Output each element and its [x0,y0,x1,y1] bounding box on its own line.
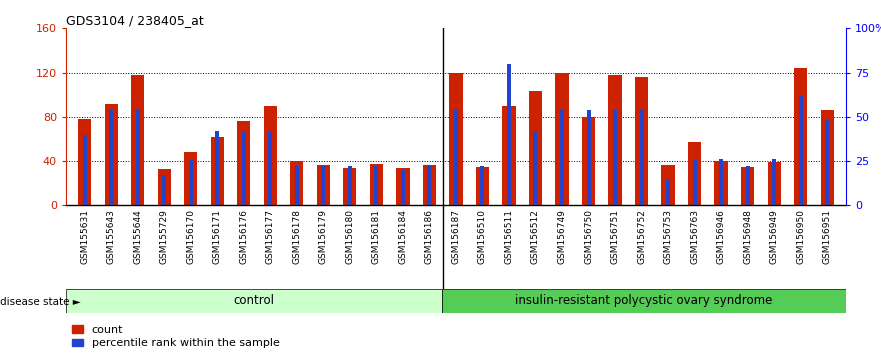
Text: disease state ►: disease state ► [0,297,81,307]
Bar [295,166,299,205]
Text: GSM156170: GSM156170 [186,210,196,264]
Text: GSM156187: GSM156187 [451,210,461,264]
Text: GSM156751: GSM156751 [611,210,619,264]
Text: GSM156186: GSM156186 [425,210,434,264]
Bar [767,162,781,205]
Bar [158,169,171,205]
Text: control: control [233,295,275,307]
Bar [449,73,463,205]
Bar [396,168,410,205]
Bar [635,77,648,205]
Text: GSM156511: GSM156511 [505,210,514,264]
Bar [109,110,113,205]
Bar [290,161,303,205]
Bar [688,142,701,205]
Text: GSM155631: GSM155631 [80,210,89,264]
Text: GSM156951: GSM156951 [823,210,832,264]
Bar [189,159,193,205]
Bar [476,167,489,205]
Bar [131,75,144,205]
Text: GSM156171: GSM156171 [212,210,222,264]
Bar [344,168,357,205]
Text: GSM156181: GSM156181 [372,210,381,264]
Bar [348,166,352,205]
Bar [502,106,515,205]
Bar [719,159,723,205]
Text: GSM156512: GSM156512 [531,210,540,264]
Bar [215,131,219,205]
Bar [454,110,458,205]
Text: insulin-resistant polycystic ovary syndrome: insulin-resistant polycystic ovary syndr… [515,295,773,307]
Bar [316,166,330,205]
Bar [401,170,405,205]
Bar [825,120,829,205]
Bar [184,152,197,205]
Bar [427,166,432,205]
Bar [581,117,596,205]
Bar [211,137,224,205]
Text: GSM155729: GSM155729 [159,210,168,264]
Bar [799,96,803,205]
Bar [237,121,250,205]
Bar [692,159,697,205]
Text: GSM156177: GSM156177 [266,210,275,264]
Text: GSM156184: GSM156184 [398,210,407,264]
Text: GSM156176: GSM156176 [240,210,248,264]
Bar [714,161,728,205]
FancyBboxPatch shape [442,289,846,313]
Bar [105,104,118,205]
Bar [269,131,272,205]
Text: GSM155644: GSM155644 [133,210,142,264]
Bar [534,131,537,205]
Bar [820,110,833,205]
Text: GSM156749: GSM156749 [558,210,566,264]
Bar [666,179,670,205]
Legend: count, percentile rank within the sample: count, percentile rank within the sample [71,325,279,348]
Text: GDS3104 / 238405_at: GDS3104 / 238405_at [66,14,204,27]
Text: GSM156948: GSM156948 [744,210,752,264]
Bar [507,64,511,205]
Text: GSM156753: GSM156753 [663,210,672,264]
Text: GSM156180: GSM156180 [345,210,354,264]
Text: GSM156510: GSM156510 [478,210,487,264]
Text: GSM156950: GSM156950 [796,210,805,264]
Bar [662,166,675,205]
Bar [613,110,617,205]
Text: GSM156750: GSM156750 [584,210,593,264]
FancyBboxPatch shape [66,289,442,313]
Bar [794,68,807,205]
Text: GSM156763: GSM156763 [690,210,700,264]
Text: GSM156179: GSM156179 [319,210,328,264]
Bar [741,167,754,205]
Text: GSM156946: GSM156946 [716,210,726,264]
Bar [78,119,92,205]
Bar [322,166,325,205]
Bar [560,110,564,205]
Bar [370,164,383,205]
Bar [480,166,485,205]
Bar [241,131,246,205]
Bar [609,75,622,205]
Bar [529,91,542,205]
Bar [587,110,590,205]
Bar [374,166,378,205]
Text: GSM156178: GSM156178 [292,210,301,264]
Text: GSM156949: GSM156949 [770,210,779,264]
Text: GSM155643: GSM155643 [107,210,115,264]
Bar [640,110,643,205]
Bar [83,135,86,205]
Bar [136,110,140,205]
Bar [772,159,776,205]
Bar [745,166,750,205]
Bar [555,73,568,205]
Bar [423,166,436,205]
Text: GSM156752: GSM156752 [637,210,646,264]
Bar [162,175,167,205]
Bar [263,106,277,205]
